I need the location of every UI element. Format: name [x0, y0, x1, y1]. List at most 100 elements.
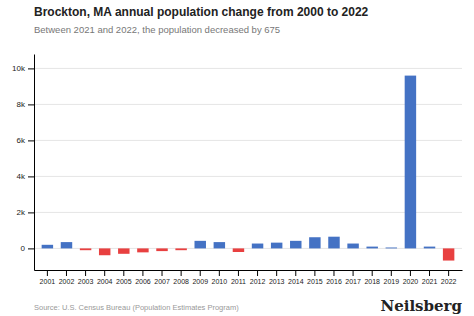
- chart: Brockton, MA annual population change fr…: [0, 0, 474, 316]
- grid-line: [34, 248, 462, 249]
- tick-mark: [200, 270, 201, 276]
- tick-mark: [28, 176, 34, 177]
- bar: [405, 76, 416, 249]
- x-tick: 2009: [192, 270, 208, 285]
- x-tick: 2014: [288, 270, 304, 285]
- tick-mark: [181, 270, 182, 276]
- bar: [424, 247, 435, 249]
- bar: [347, 244, 358, 249]
- tick-label: 2016: [326, 278, 342, 285]
- tick-label: 2004: [97, 278, 113, 285]
- tick-label: 2005: [116, 278, 132, 285]
- tick-mark: [410, 270, 411, 276]
- tick-label: 4k: [17, 172, 26, 181]
- bar: [175, 248, 186, 250]
- bar: [61, 242, 72, 248]
- y-tick: 4k: [17, 172, 34, 181]
- bars: [42, 76, 455, 261]
- x-tick: 2012: [250, 270, 266, 285]
- bar: [195, 241, 206, 249]
- x-tick: 2004: [97, 270, 113, 285]
- y-tick: 2k: [17, 208, 34, 217]
- tick-label: 2020: [403, 278, 419, 285]
- tick-mark: [219, 270, 220, 276]
- tick-label: 2006: [135, 278, 151, 285]
- axis-line: [34, 55, 35, 271]
- y-tick: 6k: [17, 136, 34, 145]
- tick-mark: [28, 248, 34, 249]
- tick-label: 2009: [192, 278, 208, 285]
- x-tick: 2017: [345, 270, 361, 285]
- tick-label: 2017: [345, 278, 361, 285]
- x-tick: 2015: [307, 270, 323, 285]
- x-tick: 2016: [326, 270, 342, 285]
- tick-mark: [28, 212, 34, 213]
- grid-line: [34, 212, 462, 213]
- tick-label: 2002: [59, 278, 75, 285]
- tick-mark: [257, 270, 258, 276]
- tick-label: 2007: [154, 278, 170, 285]
- tick-label: 10k: [12, 64, 26, 73]
- x-axis: 2001200220032004200520062007200820092010…: [35, 270, 463, 285]
- tick-label: 2013: [269, 278, 285, 285]
- tick-label: 0: [21, 244, 26, 253]
- bar: [386, 247, 397, 249]
- tick-mark: [314, 270, 315, 276]
- tick-label: 2019: [384, 278, 400, 285]
- tick-mark: [162, 270, 163, 276]
- x-tick: 2007: [154, 270, 170, 285]
- tick-label: 2008: [173, 278, 189, 285]
- bar: [233, 248, 244, 252]
- tick-label: 2021: [422, 278, 438, 285]
- tick-label: 2014: [288, 278, 304, 285]
- tick-label: 2022: [441, 278, 457, 285]
- bar: [137, 248, 148, 252]
- grid-line: [34, 140, 462, 141]
- tick-mark: [333, 270, 334, 276]
- tick-label: 2018: [364, 278, 380, 285]
- tick-mark: [47, 270, 48, 276]
- tick-mark: [28, 68, 34, 69]
- bar: [80, 248, 91, 250]
- plot: 02k4k6k8k10k2001200220032004200520062007…: [12, 55, 462, 285]
- x-tick: 2018: [364, 270, 380, 285]
- tick-mark: [276, 270, 277, 276]
- tick-mark: [448, 270, 449, 276]
- x-tick: 2013: [269, 270, 285, 285]
- grid: [34, 68, 462, 248]
- tick-label: 2011: [231, 278, 246, 285]
- title: Brockton, MA annual population change fr…: [34, 5, 369, 19]
- tick-mark: [142, 270, 143, 276]
- bar: [214, 242, 225, 248]
- tick-label: 2001: [40, 278, 56, 285]
- x-tick: 2022: [441, 270, 457, 285]
- tick-label: 2k: [17, 208, 26, 217]
- x-tick: 2008: [173, 270, 189, 285]
- bar: [271, 243, 282, 249]
- bar: [156, 248, 167, 251]
- tick-mark: [353, 270, 354, 276]
- grid-line: [34, 68, 462, 69]
- y-tick: 10k: [12, 64, 34, 73]
- tick-mark: [238, 270, 239, 276]
- x-tick: 2011: [231, 270, 246, 285]
- tick-mark: [28, 140, 34, 141]
- bar: [118, 248, 129, 253]
- x-tick: 2005: [116, 270, 132, 285]
- subtitle: Between 2021 and 2022, the population de…: [34, 24, 280, 35]
- bar: [366, 247, 377, 249]
- tick-label: 2015: [307, 278, 323, 285]
- tick-mark: [295, 270, 296, 276]
- tick-label: 2012: [250, 278, 266, 285]
- axis-line: [35, 270, 463, 271]
- bar: [252, 244, 263, 249]
- x-tick: 2001: [40, 270, 56, 285]
- tick-mark: [85, 270, 86, 276]
- x-tick: 2010: [212, 270, 228, 285]
- x-tick: 2020: [403, 270, 419, 285]
- source: Source: U.S. Census Bureau (Population E…: [34, 303, 239, 312]
- y-tick: 0: [21, 244, 34, 253]
- tick-label: 6k: [17, 136, 26, 145]
- branding: Neilsberg: [380, 297, 462, 315]
- grid-line: [34, 176, 462, 177]
